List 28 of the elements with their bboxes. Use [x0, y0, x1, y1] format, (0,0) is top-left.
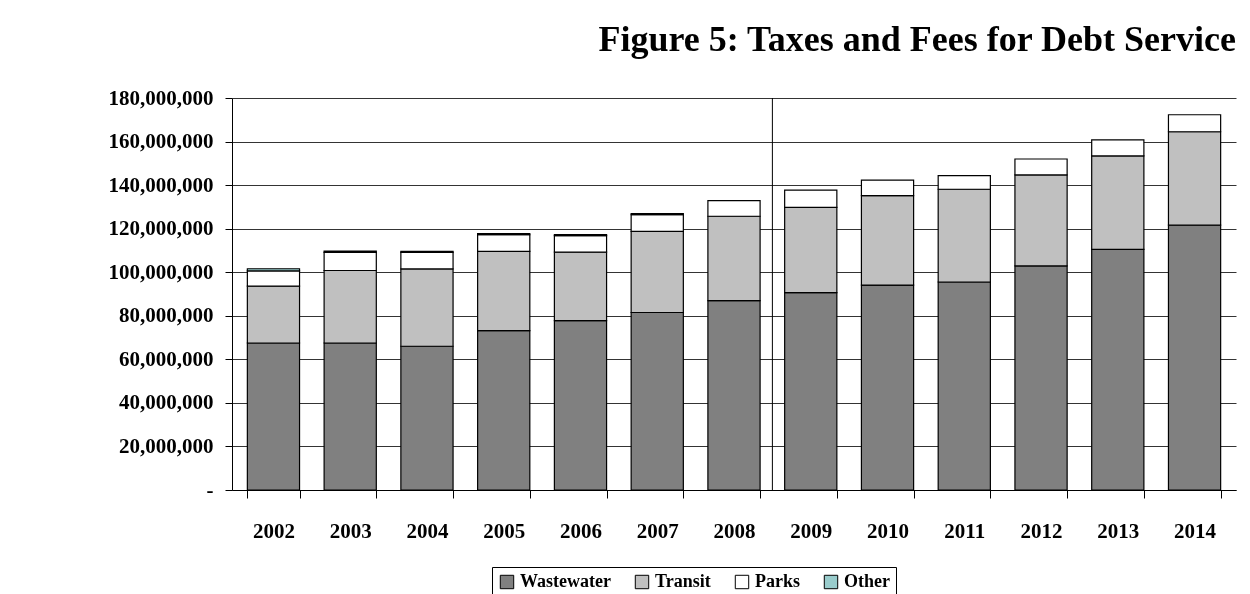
y-tick-label: 40,000,000 [119, 390, 214, 415]
x-tick-label: 2011 [944, 518, 986, 543]
y-tick-label: 160,000,000 [108, 129, 214, 154]
x-tick-label: 2013 [1097, 518, 1140, 543]
x-tick-label: 2014 [1174, 518, 1217, 543]
x-tick-label: 2012 [1020, 518, 1063, 543]
x-tick-label: 2002 [252, 518, 295, 543]
legend-label: Wastewater [520, 571, 611, 591]
y-tick-label: 60,000,000 [119, 346, 214, 371]
y-tick-label: - [206, 477, 214, 502]
x-tick-label: 2008 [713, 518, 756, 543]
x-tick-label: 2005 [483, 518, 526, 543]
y-tick-label: 80,000,000 [119, 303, 214, 328]
y-tick-label: 20,000,000 [119, 433, 214, 458]
legend-label: Parks [755, 571, 800, 591]
legend-label: Transit [655, 571, 711, 591]
legend-label: Other [844, 571, 890, 591]
x-tick-label: 2009 [790, 518, 833, 543]
chart-title: Figure 5: Taxes and Fees for Debt Service [598, 19, 1237, 59]
x-tick-label: 2010 [867, 518, 910, 543]
y-tick-label: 180,000,000 [108, 85, 214, 110]
x-tick-label: 2006 [559, 518, 602, 543]
x-tick-label: 2007 [636, 518, 679, 543]
x-tick-label: 2004 [406, 518, 449, 543]
y-tick-label: 120,000,000 [108, 216, 214, 241]
x-tick-label: 2003 [329, 518, 372, 543]
y-tick-label: 140,000,000 [108, 172, 214, 197]
y-tick-label: 100,000,000 [108, 259, 214, 284]
